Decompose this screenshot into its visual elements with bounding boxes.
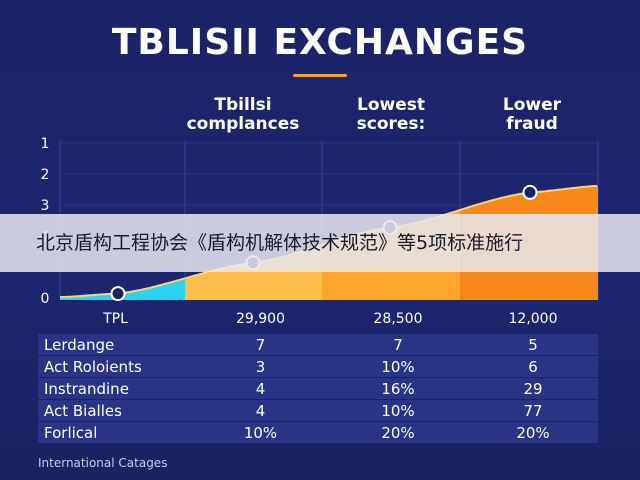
data-point-marker — [110, 286, 126, 302]
table-row: Act Bialles 4 10% 77 — [38, 400, 598, 422]
table-header-cell: 29,900 — [236, 311, 285, 327]
column-header-lowest-scores: Lowest scores: — [356, 95, 426, 134]
column-header-compliances: Tbillsi complances — [186, 95, 300, 134]
y-tick-label: 3 — [41, 198, 50, 214]
y-tick-label: 0 — [41, 291, 50, 307]
column-header-lower-fraud: Lower fraud — [502, 95, 562, 134]
table-row: Lerdange 7 7 5 — [38, 334, 598, 356]
table-header-cell: 28,500 — [373, 311, 423, 327]
table-cell: 5 — [528, 335, 538, 354]
area-segment-cyan — [60, 278, 185, 300]
area-chart: 12340 — [41, 136, 599, 307]
table-header-cell: TPL — [103, 311, 128, 327]
data-table: TPL 29,900 28,500 12,000 Lerdange 7 7 5 … — [38, 306, 598, 444]
footer-note: International Catages — [38, 456, 168, 470]
table-cell: 4 — [255, 379, 266, 398]
data-point-marker — [522, 184, 538, 200]
caption-overlay — [0, 214, 640, 272]
table-cell: 4 — [255, 401, 266, 420]
table-header-cell: 12,000 — [508, 311, 558, 327]
title-underline — [293, 74, 347, 77]
table-cell: 10% — [381, 357, 415, 376]
table-cell: 3 — [255, 357, 266, 376]
table-row-label: Act Bialles — [44, 401, 122, 420]
table-cell: 6 — [528, 357, 538, 376]
caption-overlay-text: 北京盾构工程协会《盾构机解体技术规范》等5项标准施行 — [36, 232, 524, 254]
table-cell: 10% — [243, 423, 278, 442]
table-cell: 7 — [393, 335, 403, 354]
table-row: Act Roloients 3 10% 6 — [38, 356, 598, 378]
table-row-label: Act Roloients — [44, 357, 142, 376]
y-tick-label: 2 — [41, 167, 50, 183]
table-row-label: Instrandine — [44, 379, 129, 398]
table-cell: 10% — [381, 401, 415, 420]
table-cell: 77 — [523, 401, 543, 420]
y-tick-label: 1 — [41, 136, 50, 152]
table-row-label: Lerdange — [44, 335, 115, 354]
table-cell: 29 — [523, 379, 543, 398]
table-row: Forlical 10% 20% 20% — [38, 422, 598, 444]
table-cell: 20% — [516, 423, 550, 442]
chart-title: TBLISII EXCHANGES — [111, 22, 529, 63]
table-header-row: TPL 29,900 28,500 12,000 — [38, 306, 598, 332]
table-cell: 16% — [381, 379, 415, 398]
table-cell: 20% — [381, 423, 415, 442]
table-cell: 7 — [255, 335, 266, 354]
table-row: Instrandine 4 16% 29 — [38, 378, 598, 400]
table-row-label: Forlical — [44, 423, 98, 442]
